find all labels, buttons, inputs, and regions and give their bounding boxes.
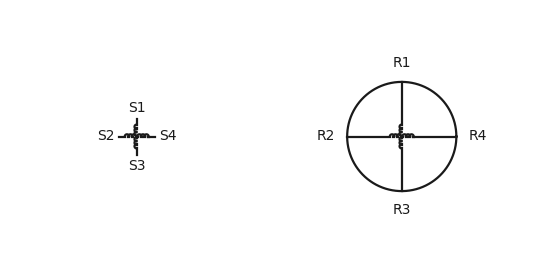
Text: R4: R4 — [468, 129, 487, 144]
Text: S3: S3 — [128, 159, 146, 173]
Text: S2: S2 — [97, 129, 115, 144]
Text: S4: S4 — [158, 129, 176, 144]
Text: R3: R3 — [393, 203, 411, 217]
Text: S1: S1 — [128, 100, 146, 114]
Text: R1: R1 — [392, 56, 411, 70]
Text: R2: R2 — [317, 129, 335, 144]
